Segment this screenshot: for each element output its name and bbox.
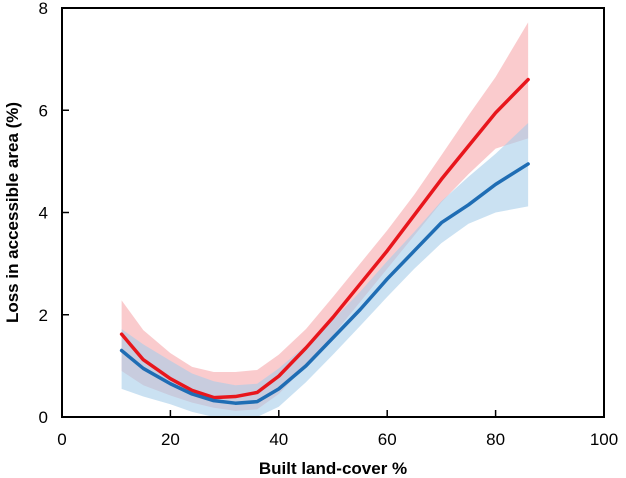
x-tick-label: 60 [378, 430, 397, 449]
x-axis-title: Built land-cover % [259, 459, 407, 478]
series-line-1 [119, 77, 530, 400]
confidence-band-2 [121, 123, 529, 417]
y-tick-label: 0 [39, 408, 48, 427]
x-tick-label: 20 [161, 430, 180, 449]
series-lines [119, 77, 530, 405]
y-tick-label: 8 [39, 0, 48, 18]
x-tick-label: 0 [57, 430, 66, 449]
x-axis-ticks: 0 20 40 60 80 100 [57, 410, 618, 449]
x-tick-label: 100 [590, 430, 618, 449]
confidence-bands [121, 22, 529, 417]
y-axis-ticks: 0 2 4 6 8 [39, 0, 69, 427]
y-tick-label: 2 [39, 306, 48, 325]
x-tick-label: 80 [486, 430, 505, 449]
y-axis-title: Loss in accessible area (%) [3, 102, 22, 323]
x-tick-label: 40 [269, 430, 288, 449]
y-tick-label: 4 [39, 204, 48, 223]
series-line-2 [119, 162, 530, 405]
y-tick-label: 6 [39, 101, 48, 120]
